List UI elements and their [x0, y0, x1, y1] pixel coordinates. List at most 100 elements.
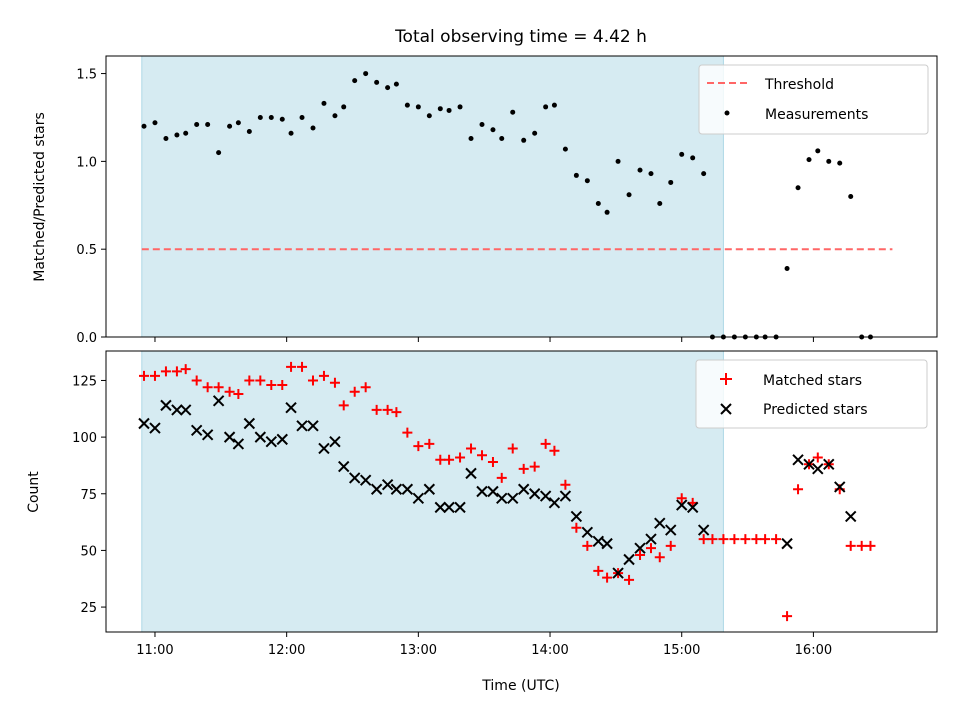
measurement-point — [837, 160, 843, 166]
measurement-point — [437, 106, 443, 112]
predicted-star-point — [803, 458, 815, 471]
matched-star-point — [582, 540, 593, 551]
legend-measurements-swatch — [724, 110, 730, 116]
predicted-star-point — [296, 420, 308, 432]
measurement-point — [246, 129, 252, 135]
matched-star-point — [371, 404, 382, 415]
predicted-star-point — [401, 483, 414, 495]
xtick-label: 11:00 — [136, 643, 173, 658]
measurement-point — [174, 132, 180, 138]
predicted-star-point — [845, 510, 857, 523]
predicted-star-point — [412, 492, 425, 505]
matched-star-point — [413, 441, 424, 452]
matched-star-point — [654, 552, 665, 563]
predicted-star-point — [276, 433, 288, 446]
bottom-ytick-label: 25 — [80, 601, 97, 616]
predicted-star-point — [697, 524, 710, 536]
legend-threshold-label: Threshold — [764, 77, 834, 93]
predicted-star-point — [645, 533, 657, 545]
predicted-star-point — [318, 442, 330, 455]
measurement-point — [510, 109, 516, 115]
predicted-star-point — [792, 454, 804, 466]
measurement-point — [795, 185, 801, 191]
predicted-star-point — [243, 417, 256, 430]
top-legend-box — [698, 64, 929, 135]
predicted-star-point — [686, 501, 699, 514]
measurement-point — [668, 179, 674, 185]
measurement-point — [848, 194, 854, 199]
measurement-point — [679, 151, 685, 157]
xtick-label: 12:00 — [268, 643, 305, 658]
predicted-star-point — [487, 485, 499, 498]
measurement-point — [194, 121, 200, 127]
matched-star-point — [635, 549, 646, 560]
matched-star-point — [865, 540, 876, 551]
measurement-point — [446, 107, 452, 113]
predicted-star-point — [348, 472, 361, 484]
matched-star-point — [645, 543, 656, 554]
matched-star-point — [812, 452, 823, 463]
legend-predicted-label: Predicted stars — [763, 402, 868, 418]
measurement-point — [637, 167, 643, 173]
measurement-point — [573, 172, 579, 178]
predicted-star-point — [634, 542, 646, 554]
predicted-star-point — [570, 510, 583, 523]
x-axis-label: Time (UTC) — [481, 678, 559, 694]
matched-star-point — [338, 400, 349, 411]
matched-star-point — [571, 522, 582, 533]
matched-star-point — [444, 454, 455, 465]
top-legend: Threshold Measurements — [698, 64, 929, 135]
predicted-star-point — [454, 501, 466, 514]
bottom-y-axis-label: Count — [26, 471, 42, 513]
matched-star-point — [149, 370, 160, 381]
matched-star-point — [307, 375, 318, 386]
matched-star-point — [676, 493, 687, 504]
predicted-star-point — [623, 553, 635, 566]
measurement-point — [415, 104, 421, 110]
measurement-point — [227, 123, 233, 129]
measurement-point — [141, 123, 147, 129]
top-ytick-label: 0.5 — [76, 243, 97, 258]
predicted-star-point — [307, 420, 319, 432]
measurement-point — [490, 127, 496, 133]
measurement-point — [216, 150, 222, 156]
measurement-point — [385, 85, 391, 91]
predicted-star-point — [329, 435, 341, 448]
matched-star-point — [740, 534, 751, 545]
predicted-star-point — [834, 481, 846, 493]
observing-window-shade — [141, 55, 724, 338]
predicted-star-point — [443, 501, 455, 514]
bottom-ytick-label: 50 — [80, 544, 97, 559]
matched-star-point — [602, 572, 613, 583]
matched-star-point — [224, 386, 235, 397]
measurement-point — [257, 114, 263, 120]
matched-star-point — [171, 366, 182, 377]
predicted-star-point — [171, 404, 183, 416]
top-series-layer — [141, 71, 893, 340]
matched-star-point — [665, 540, 676, 551]
matched-star-point — [424, 438, 435, 449]
measurement-point — [551, 102, 557, 108]
matched-star-point — [266, 379, 277, 390]
xtick-label: 13:00 — [400, 643, 437, 658]
measurement-point — [205, 121, 211, 127]
measurement-point — [341, 104, 347, 110]
matched-star-point — [507, 443, 518, 454]
matched-star-point — [191, 375, 202, 386]
predicted-star-point — [812, 463, 824, 475]
predicted-star-point — [423, 483, 436, 495]
bottom-panel: 25 50 75 100 125 11:00 12:00 13:00 14:00 15:00 16:… — [26, 350, 938, 694]
top-axis-ticks: 0.0 0.5 1.0 1.5 — [76, 68, 814, 346]
matched-star-point — [160, 366, 171, 377]
measurement-point — [393, 81, 399, 87]
shaded-band-top — [141, 55, 724, 338]
predicted-star-point — [338, 460, 350, 473]
predicted-star-point — [654, 517, 666, 529]
bottom-ytick-label: 75 — [80, 488, 97, 503]
predicted-star-point — [179, 404, 192, 416]
measurement-point — [152, 120, 158, 126]
measurement-point — [279, 116, 285, 122]
measurement-point — [595, 201, 601, 207]
matched-star-point — [466, 443, 477, 454]
measurement-point — [701, 171, 707, 177]
